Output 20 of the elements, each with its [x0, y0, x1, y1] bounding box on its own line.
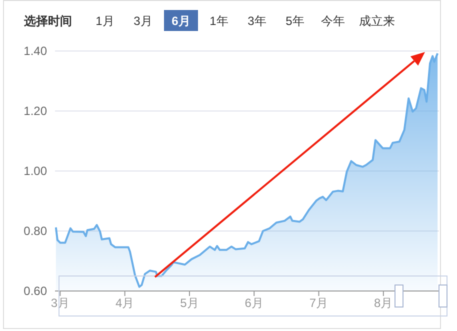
x-tick-label: 7月 — [309, 296, 328, 310]
text: 3月 — [134, 14, 152, 28]
chart-title: 选择时间 — [23, 14, 72, 28]
text: 3年 — [248, 14, 266, 28]
x-tick-label: 3月 — [50, 296, 70, 310]
text: 1年 — [210, 14, 228, 28]
text: 1月 — [96, 14, 114, 28]
x-tick-label: 4月 — [115, 296, 134, 310]
text: 今年 — [321, 14, 345, 28]
y-tick-label: 0.60 — [24, 284, 48, 298]
x-tick-label: 5月 — [180, 296, 199, 310]
y-tick-label: 1.20 — [24, 104, 48, 118]
y-tick-label: 1.00 — [24, 164, 48, 178]
x-tick-label: 8月 — [374, 296, 393, 310]
text: 6月 — [172, 14, 190, 28]
y-tick-label: 0.80 — [24, 224, 48, 238]
text: 5年 — [286, 14, 304, 28]
x-tick-label: 6月 — [244, 296, 264, 310]
y-tick-label: 1.40 — [24, 44, 48, 58]
text: 成立来 — [359, 14, 395, 28]
